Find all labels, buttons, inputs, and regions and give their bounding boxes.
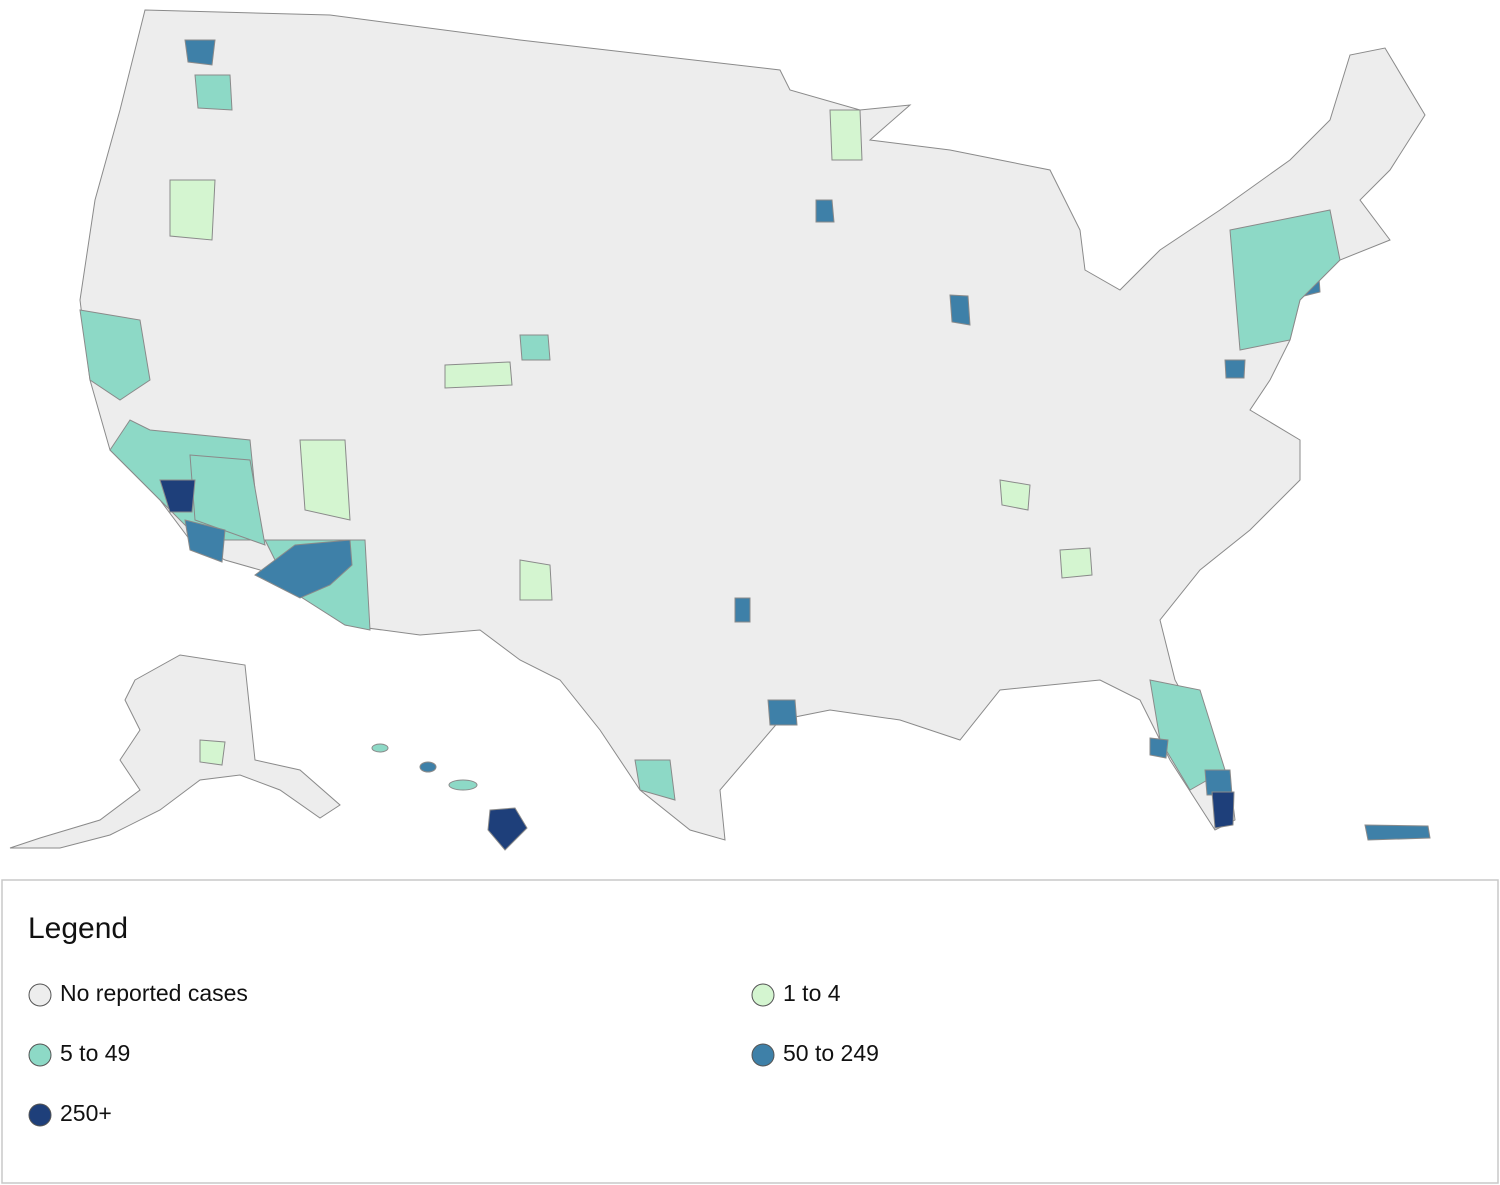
- legend-box: [1, 879, 1499, 1184]
- region: [949, 294, 971, 326]
- conus: [79, 9, 1426, 841]
- region: [634, 759, 676, 801]
- region: [1204, 769, 1233, 796]
- region: [184, 519, 226, 563]
- region: [79, 309, 151, 401]
- region: [199, 739, 226, 766]
- hawaii-island: [448, 779, 478, 791]
- legend-label: 50 to 249: [783, 1040, 879, 1066]
- legend-swatch: [28, 1043, 52, 1067]
- region: [829, 109, 863, 161]
- region: [815, 199, 835, 223]
- legend-label: 5 to 49: [60, 1040, 130, 1066]
- region: [299, 439, 351, 521]
- hawaii-island: [487, 807, 528, 851]
- legend-label: No reported cases: [60, 980, 248, 1006]
- region: [184, 39, 216, 66]
- region: [1224, 359, 1246, 379]
- legend-label: 250+: [60, 1100, 112, 1126]
- alaska: [9, 654, 341, 849]
- region: [1229, 209, 1341, 351]
- legend-swatch: [751, 983, 775, 1007]
- legend-swatch: [28, 983, 52, 1007]
- region: [194, 74, 233, 111]
- region: [1149, 737, 1169, 759]
- region: [169, 179, 216, 241]
- region: [159, 479, 196, 513]
- region: [519, 559, 553, 601]
- hawaii-island: [419, 761, 437, 773]
- region: [1059, 547, 1093, 579]
- region: [444, 361, 513, 389]
- map-land: [9, 9, 1431, 851]
- region: [519, 334, 551, 361]
- region: [767, 699, 798, 726]
- legend-label: 1 to 4: [783, 980, 841, 1006]
- legend-swatch: [28, 1103, 52, 1127]
- region: [999, 479, 1031, 511]
- legend-title: Legend: [28, 912, 128, 945]
- map-regions: [79, 39, 1341, 829]
- region: [254, 539, 353, 599]
- region: [1211, 791, 1235, 829]
- legend-swatch: [751, 1043, 775, 1067]
- region: [734, 597, 751, 623]
- puerto-rico: [1364, 824, 1431, 841]
- legend-items: No reported cases 1 to 4 5 to 49 50 to 249 2…: [28, 980, 879, 1127]
- hawaii-island: [371, 743, 389, 753]
